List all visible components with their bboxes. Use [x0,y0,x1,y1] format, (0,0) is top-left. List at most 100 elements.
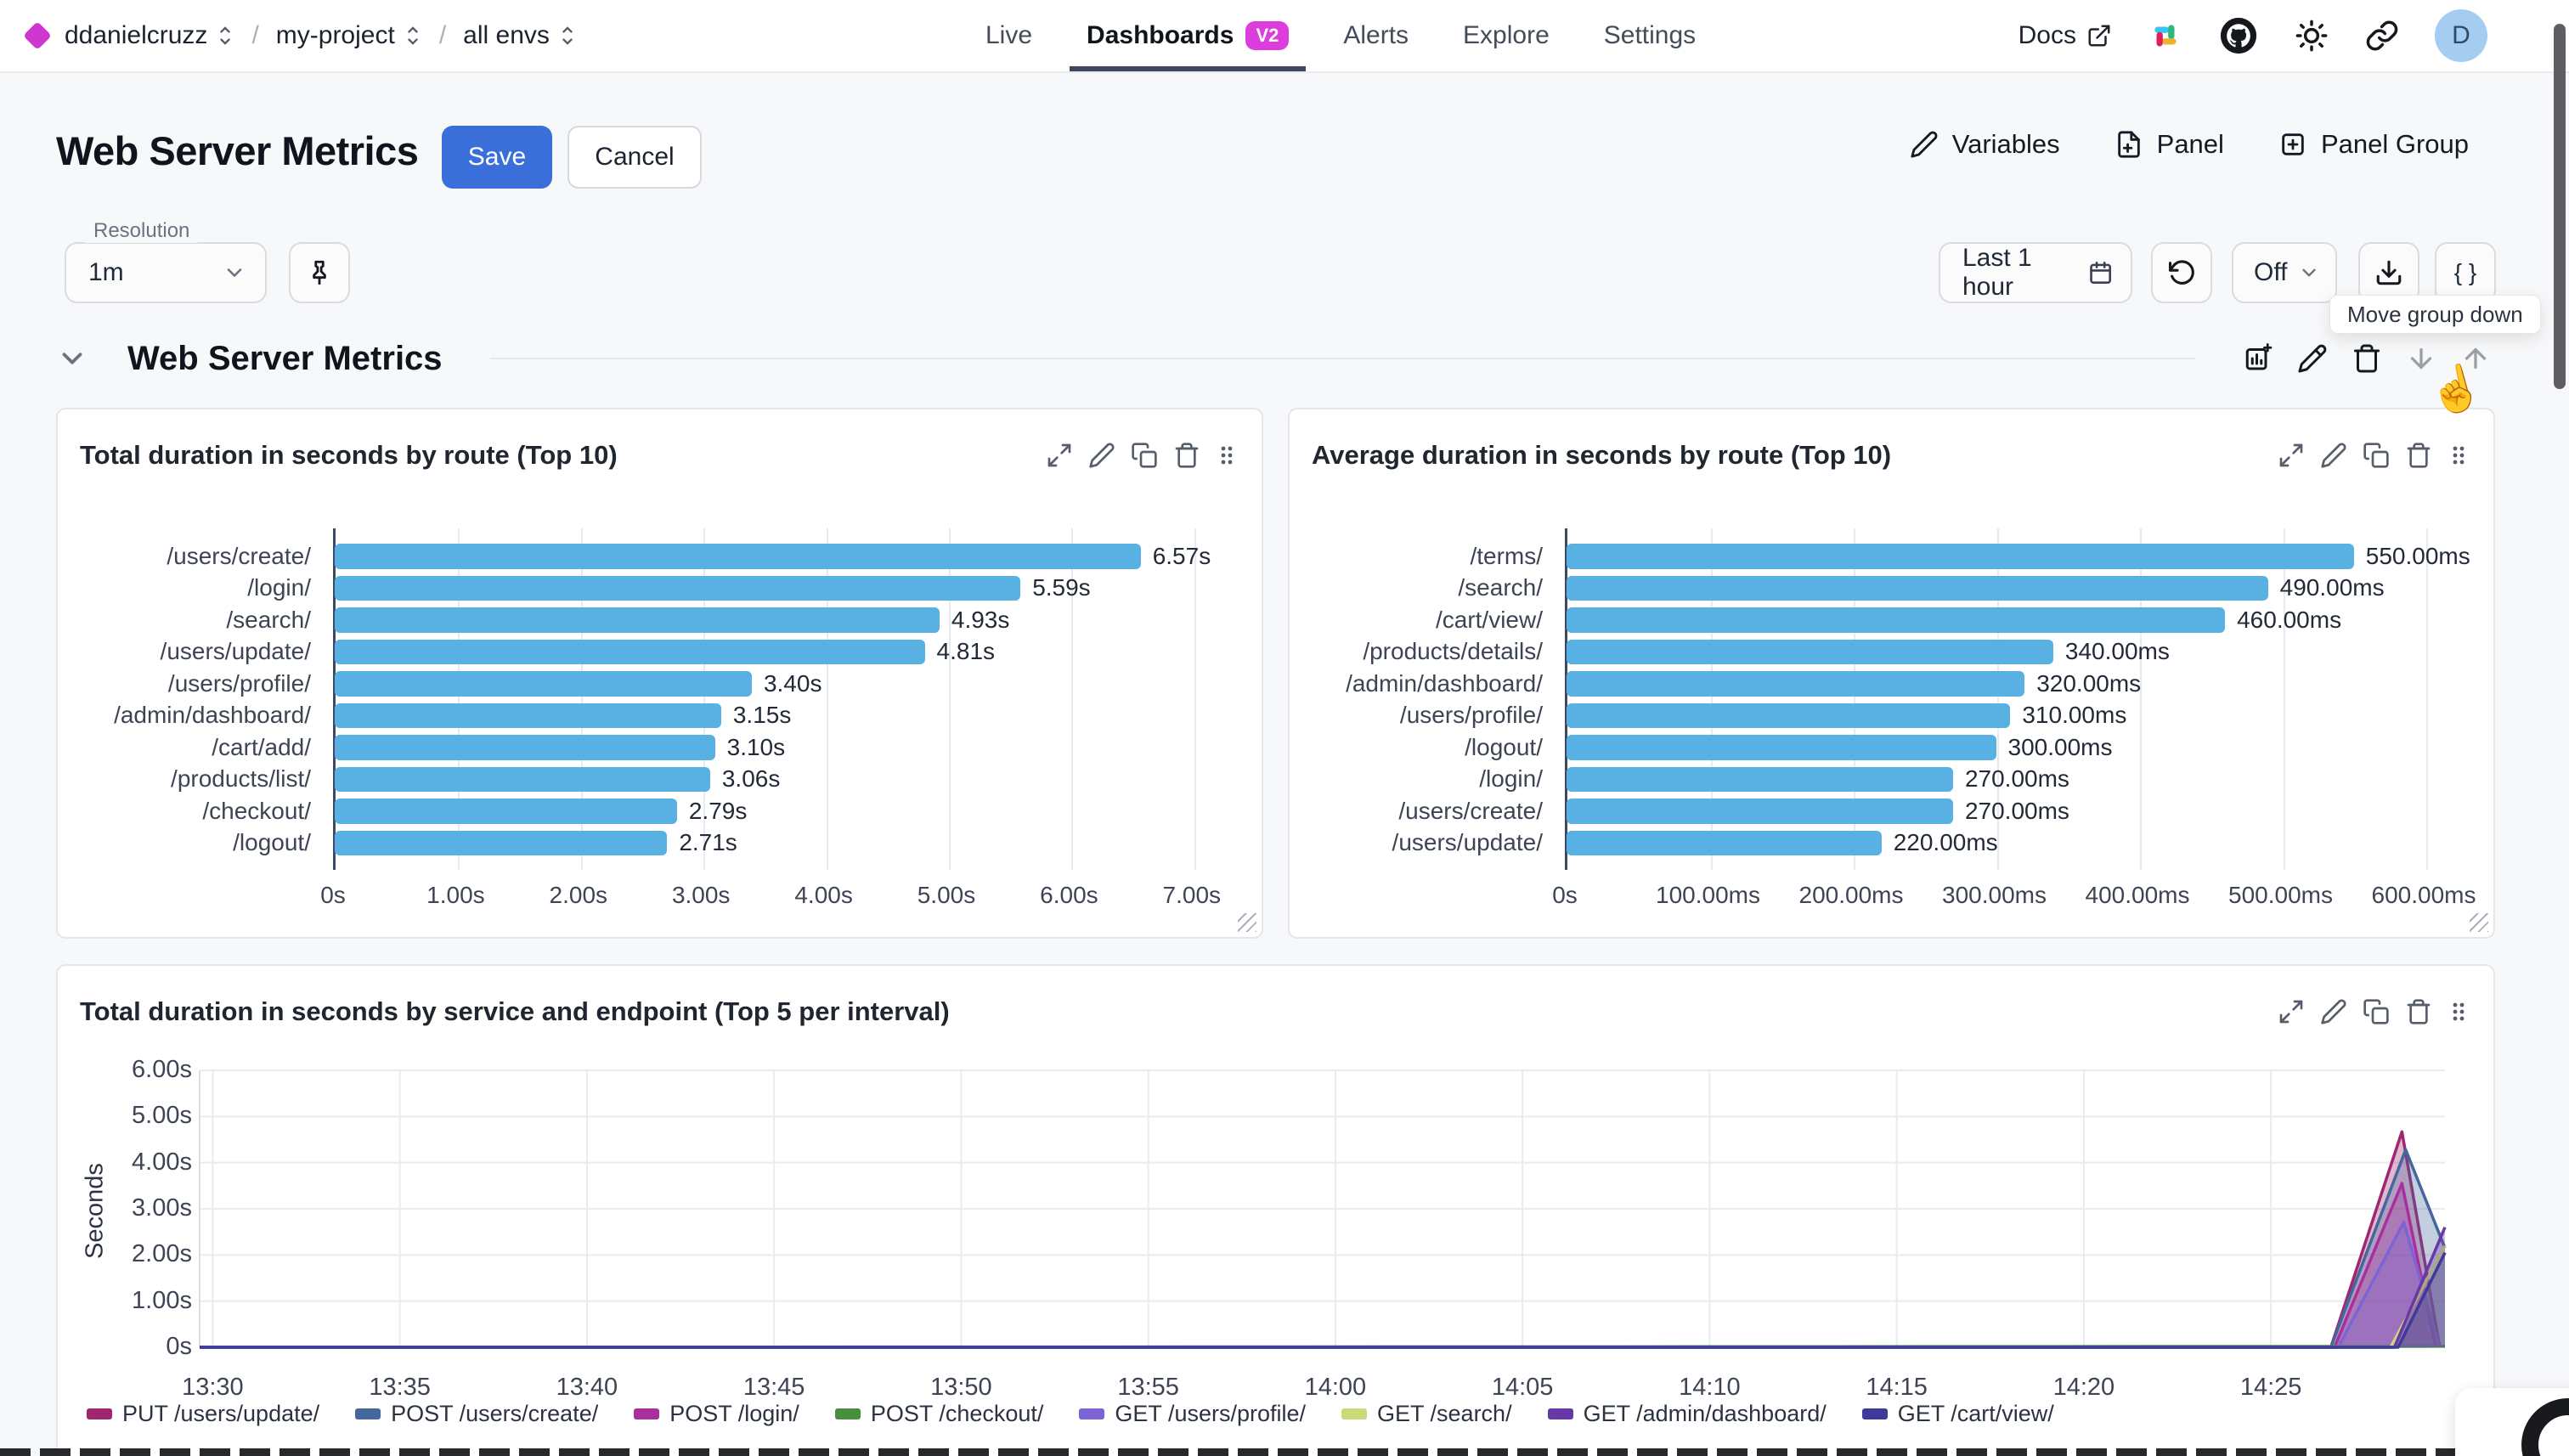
duplicate-panel-icon[interactable] [2363,998,2390,1025]
bar-track: 4.93s [333,604,1239,636]
bar-track: 460.00ms [1565,604,2470,636]
drag-handle-icon[interactable] [2448,442,2470,469]
bar-value-label: 3.40s [763,669,822,697]
legend-item[interactable]: GET /cart/view/ [1861,1401,2054,1427]
resize-handle[interactable] [2470,913,2488,932]
group-title: Web Server Metrics [127,339,443,377]
legend-label: GET /users/profile/ [1115,1401,1307,1426]
bar-track: 270.00ms [1565,795,2470,827]
bar-track: 490.00ms [1565,573,2470,605]
legend-item[interactable]: POST /users/create/ [355,1401,598,1427]
delete-panel-icon[interactable] [2405,998,2432,1025]
series-area [200,1132,2440,1347]
legend-item[interactable]: GET /admin/dashboard/ [1547,1401,1827,1427]
add-panel-group-button[interactable]: Panel Group [2278,129,2469,160]
edit-panel-icon[interactable] [1088,442,1115,469]
move-group-down-icon[interactable] [2406,343,2436,374]
bar-value-label: 2.71s [679,829,737,856]
group-actions [2243,343,2491,374]
breadcrumb-env[interactable]: all envs [463,21,577,50]
gridline [703,528,706,870]
resolution-select[interactable]: 1m [65,242,267,303]
share-link-icon[interactable] [2365,19,2399,53]
bar-category-label: /admin/dashboard/ [114,702,311,729]
main-nav: Live Dashboards V2 Alerts Explore Settin… [985,0,1696,71]
tab-dashboards[interactable]: Dashboards V2 [1070,0,1307,71]
legend-item[interactable]: POST /login/ [634,1401,799,1427]
breadcrumb-org[interactable]: ddanielcruzz [65,21,234,50]
tab-alerts[interactable]: Alerts [1343,0,1409,71]
series-area [200,1222,2440,1347]
save-button[interactable]: Save [442,126,552,189]
legend-swatch [87,1408,112,1419]
add-chart-icon[interactable] [2243,343,2273,374]
variables-button[interactable]: Variables [1910,129,2060,160]
panel-actions [2278,442,2470,469]
brand-diamond-icon [23,21,52,50]
delete-panel-icon[interactable] [1173,442,1200,469]
edit-panel-icon[interactable] [2320,998,2347,1025]
drag-handle-icon[interactable] [2448,998,2470,1025]
github-icon[interactable] [2219,16,2258,55]
bar-track: 270.00ms [1565,764,2470,796]
x-tick-label: 13:40 [556,1374,618,1401]
avatar[interactable]: D [2435,9,2487,62]
auto-refresh-select[interactable]: Off [2232,242,2337,303]
duplicate-panel-icon[interactable] [2363,442,2390,469]
collapse-chevron-icon[interactable] [56,342,88,375]
move-group-up-icon[interactable] [2460,343,2491,374]
slack-icon[interactable] [2148,18,2183,54]
bar-category-label: /cart/add/ [212,733,311,760]
bar [335,639,925,664]
y-tick-label: 2.00s [132,1240,192,1268]
time-range-select[interactable]: Last 1 hour [1939,242,2132,303]
legend-item[interactable]: PUT /users/update/ [87,1401,319,1427]
delete-group-icon[interactable] [2352,343,2382,374]
bar-row: /cart/add/3.10s [58,731,1239,764]
pin-resolution-button[interactable] [289,242,350,303]
gridline [1996,528,1999,870]
bar-row: /login/5.59s [58,573,1239,605]
chevron-down-icon [227,268,242,277]
x-tick-label: 0s [1552,882,1578,908]
legend-item[interactable]: POST /checkout/ [834,1401,1043,1427]
docs-link[interactable]: Docs [2019,21,2112,50]
legend-item[interactable]: GET /search/ [1341,1401,1512,1427]
breadcrumb-org-label: ddanielcruzz [65,21,208,49]
x-tick-label: 0s [320,882,346,908]
floating-widget[interactable] [2455,1388,2569,1456]
drag-handle-icon[interactable] [1216,442,1238,469]
add-panel-button[interactable]: Panel [2114,129,2224,160]
group-divider [489,358,2195,359]
edit-group-icon[interactable] [2297,343,2328,374]
legend-item[interactable]: GET /users/profile/ [1079,1401,1306,1427]
bar-value-label: 2.79s [688,797,748,824]
bar-category-label: /search/ [1458,574,1543,601]
edit-panel-icon[interactable] [2320,442,2347,469]
expand-icon[interactable] [2278,998,2305,1025]
tab-live[interactable]: Live [985,0,1032,71]
series-area [200,1245,2445,1347]
bar-category-label: /login/ [1479,765,1543,793]
breadcrumb-project[interactable]: my-project [276,21,422,50]
tab-settings[interactable]: Settings [1604,0,1696,71]
x-tick-label: 4.00s [794,882,853,908]
expand-icon[interactable] [1046,442,1073,469]
gridline [2426,528,2429,870]
legend-label: GET /search/ [1377,1401,1512,1426]
duplicate-panel-icon[interactable] [1131,442,1158,469]
tab-explore[interactable]: Explore [1463,0,1550,71]
refresh-button[interactable] [2151,242,2212,303]
scrollbar-thumb[interactable] [2554,24,2566,389]
bar [1567,607,2226,633]
cancel-button[interactable]: Cancel [567,126,702,189]
resize-handle[interactable] [1238,913,1256,932]
theme-sun-icon[interactable] [2294,18,2329,54]
bar-category-label: /users/profile/ [167,669,311,697]
bar-category-label: /admin/dashboard/ [1346,669,1543,697]
expand-icon[interactable] [2278,442,2305,469]
bar-category-label: /users/create/ [1398,797,1543,824]
delete-panel-icon[interactable] [2405,442,2432,469]
bar-row: /users/profile/310.00ms [1290,700,2470,732]
dock-strip [0,1448,2569,1456]
